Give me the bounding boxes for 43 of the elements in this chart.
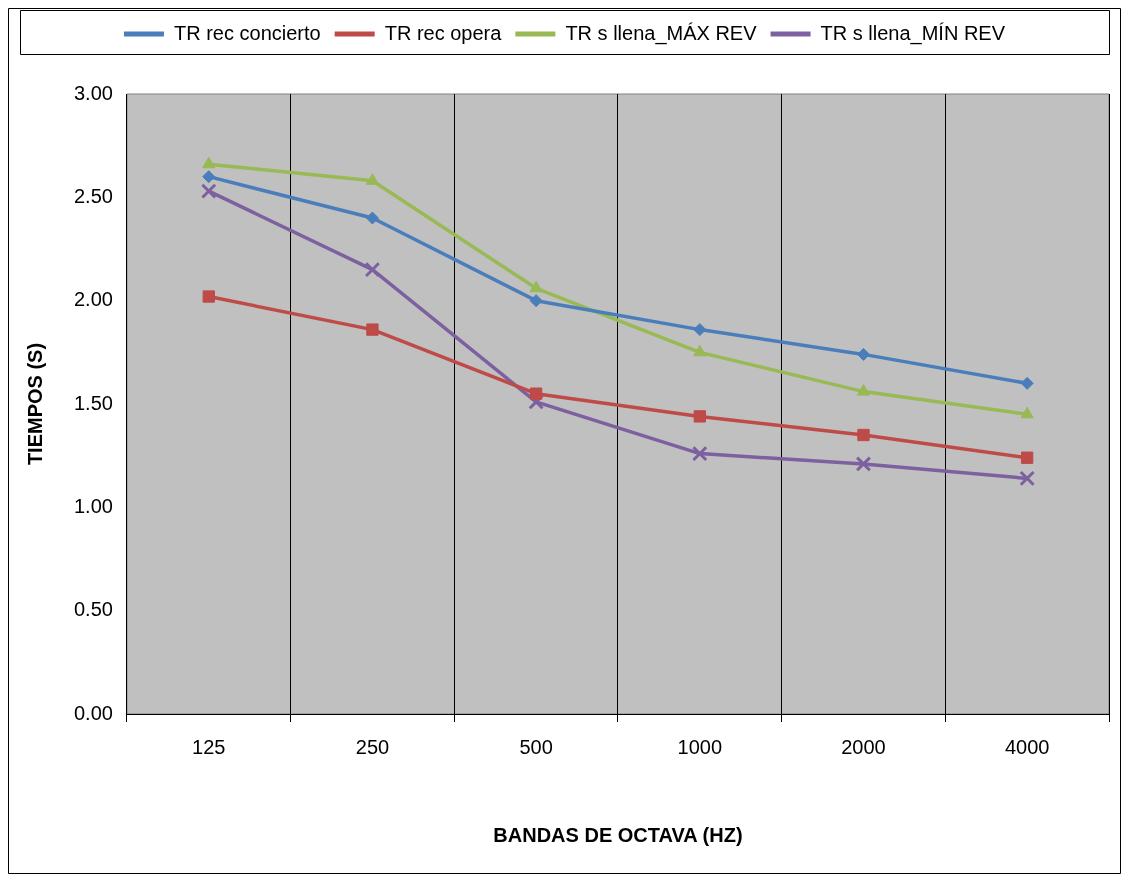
y-tick-label: 2.50 — [73, 184, 113, 207]
point — [200, 183, 217, 199]
x-tick-label: 250 — [355, 735, 390, 758]
y-axis-title: TIEMPOS (S) — [23, 342, 46, 466]
legend-label: TR rec concierto — [173, 21, 321, 44]
legend-label: TR s llena_MÁX REV — [565, 21, 758, 45]
legend-label: TR rec opera — [384, 21, 503, 44]
y-tick-label: 0.00 — [73, 701, 113, 724]
point — [202, 170, 216, 184]
point — [1019, 470, 1036, 487]
point — [202, 156, 216, 169]
point — [1020, 406, 1034, 419]
x-tick-label: 4000 — [1004, 735, 1050, 758]
x-tick-label: 2000 — [841, 735, 886, 758]
x-tick-label: 125 — [192, 735, 226, 758]
point — [365, 173, 380, 185]
point — [202, 290, 215, 303]
x-tick-label: 1000 — [677, 735, 723, 758]
point — [1020, 376, 1034, 390]
point — [364, 261, 381, 278]
point — [693, 410, 706, 423]
point — [856, 347, 870, 361]
point — [855, 456, 872, 472]
point — [693, 344, 707, 357]
x-tick-label: 500 — [519, 735, 553, 758]
y-tick-label: 3.00 — [73, 81, 113, 104]
point — [529, 387, 543, 400]
point — [691, 445, 708, 462]
point — [365, 211, 379, 225]
y-tick-label: 0.50 — [73, 598, 113, 621]
point — [856, 384, 871, 396]
y-tick-label: 1.00 — [73, 494, 113, 517]
point — [529, 294, 543, 308]
point — [857, 428, 870, 442]
point — [366, 323, 379, 336]
point — [1021, 451, 1034, 464]
point — [529, 280, 543, 293]
y-tick-label: 1.50 — [73, 391, 113, 414]
point — [528, 394, 544, 410]
point — [693, 323, 707, 337]
y-tick-label: 2.00 — [73, 288, 113, 311]
legend-label: TR s llena_MÍN REV — [820, 21, 1006, 45]
x-axis-title: BANDAS DE OCTAVA (HZ) — [493, 823, 743, 846]
